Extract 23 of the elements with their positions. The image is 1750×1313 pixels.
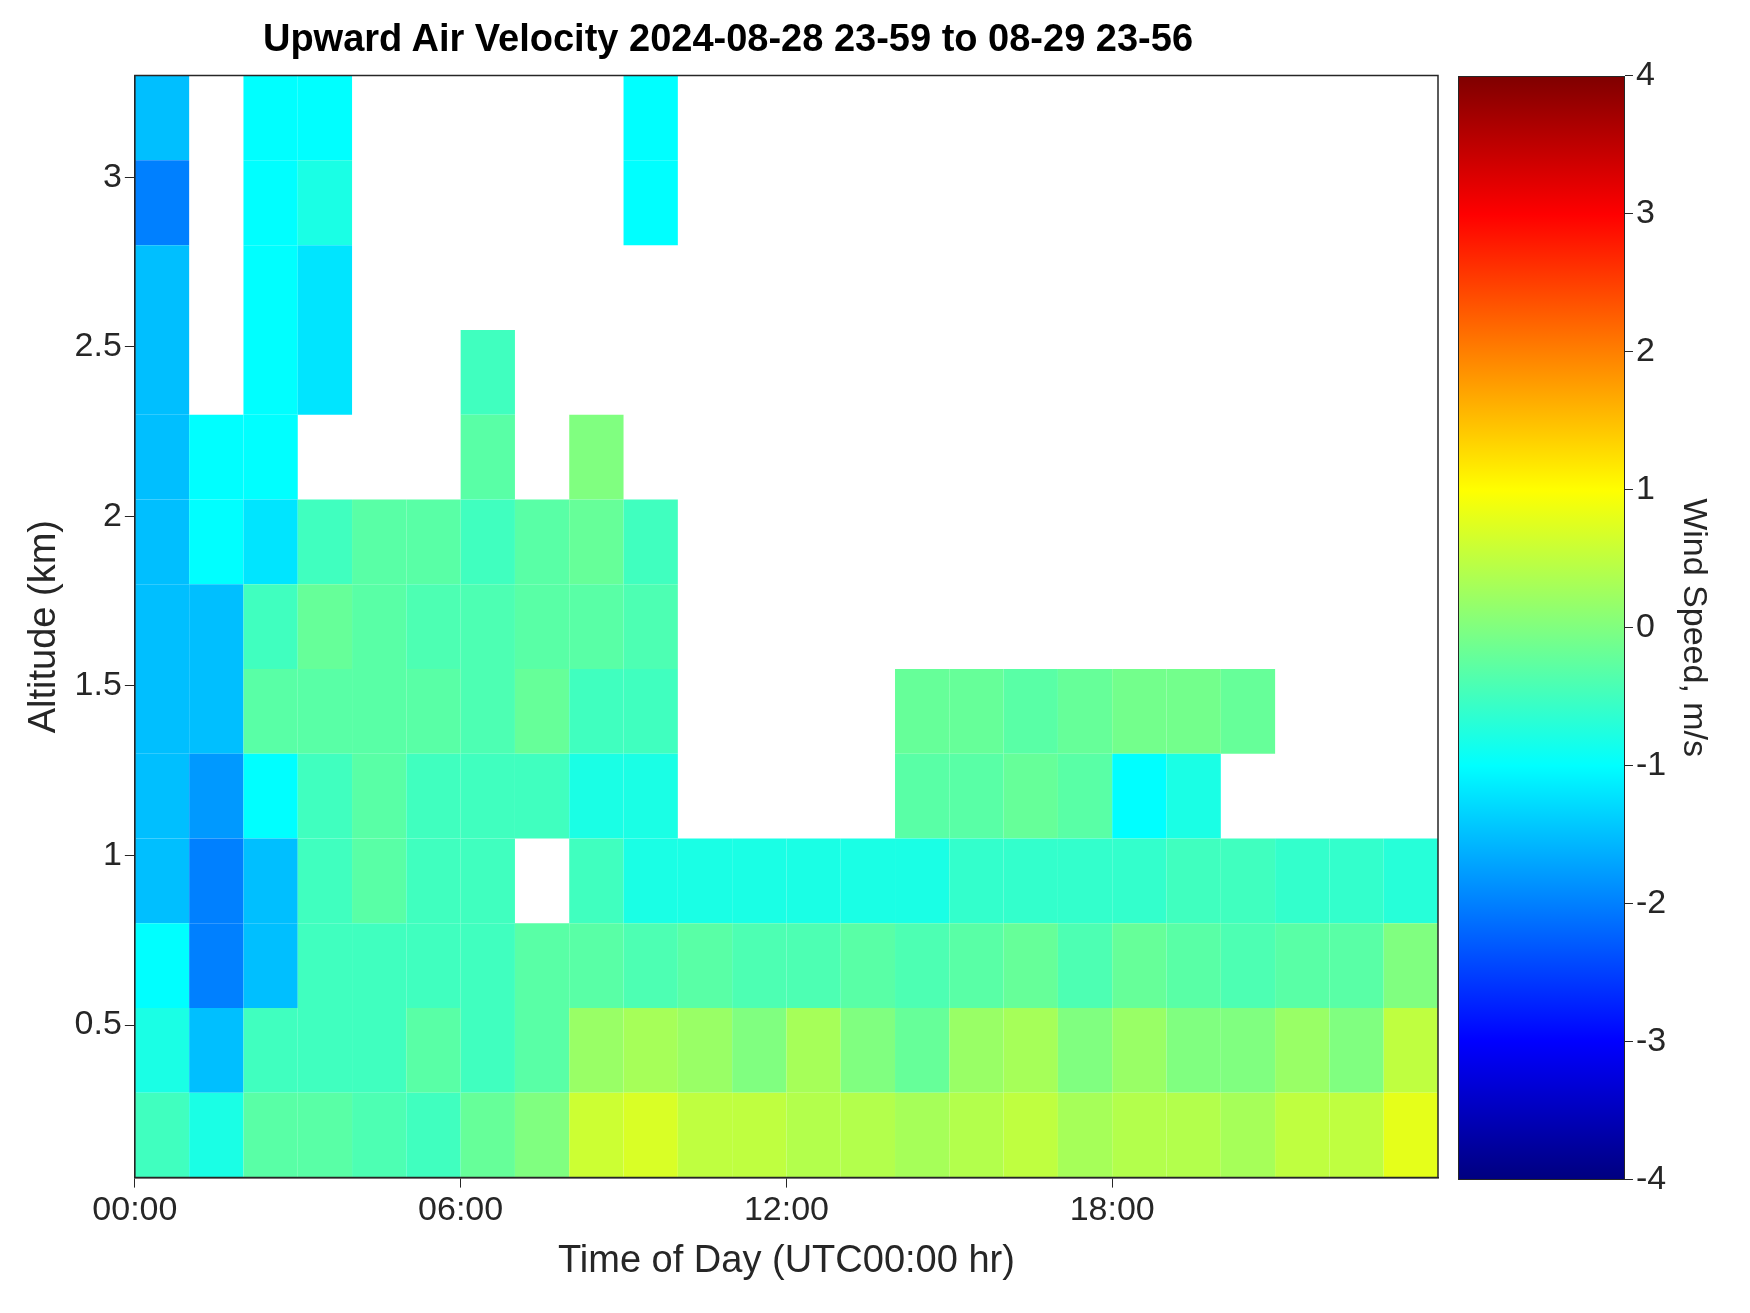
color-bar-label: 1 [1635,467,1655,506]
color-bar-title: Wind Speed, m/s [1677,498,1716,758]
color-bar-label: 3 [1635,191,1655,230]
chart-title: Upward Air Velocity 2024-08-28 23-59 to 08-29 23-56 [262,17,1194,60]
y-tick-label: 2 [102,494,122,533]
color-bar-label: 0 [1635,605,1655,644]
color-bar-label: 2 [1635,329,1655,368]
color-bar-label: -4 [1635,1157,1667,1196]
x-tick-label: 18:00 [1069,1189,1155,1228]
y-tick-label: 3 [102,155,122,194]
y-tick-label: 2.5 [74,325,122,364]
x-axis-title: Time of Day (UTC00:00 hr) [558,1237,1015,1280]
color-bar-label: -1 [1635,743,1667,782]
x-tick-label: 00:00 [92,1189,178,1228]
x-tick-label: 06:00 [418,1189,504,1228]
color-bar-label: -3 [1635,1019,1667,1058]
color-bar-label: -2 [1635,881,1667,920]
y-tick-label: 0.5 [74,1003,122,1042]
y-tick-label: 1 [102,833,122,872]
y-axis-title: Altitude (km) [21,519,64,734]
color-bar-label: 4 [1635,53,1655,92]
y-tick-label: 1.5 [74,664,122,703]
x-tick-label: 12:00 [743,1189,829,1228]
